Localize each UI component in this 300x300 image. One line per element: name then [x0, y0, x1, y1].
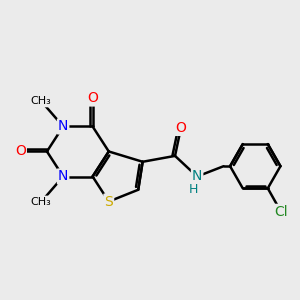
- Text: O: O: [176, 121, 186, 135]
- Text: O: O: [87, 92, 98, 106]
- Text: Cl: Cl: [274, 205, 288, 219]
- Text: H: H: [189, 183, 198, 196]
- Text: CH₃: CH₃: [31, 96, 51, 106]
- Text: S: S: [104, 194, 113, 208]
- Text: N: N: [192, 169, 202, 184]
- Text: N: N: [58, 119, 68, 134]
- Text: N: N: [58, 169, 68, 184]
- Text: O: O: [15, 145, 26, 158]
- Text: CH₃: CH₃: [31, 196, 51, 206]
